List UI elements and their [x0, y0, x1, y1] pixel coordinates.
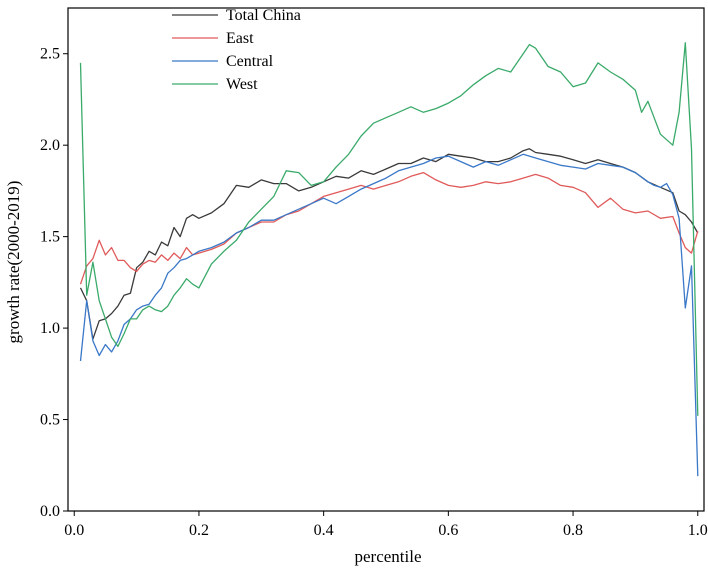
- series-line-west: [79, 42, 699, 416]
- x-axis-title: percentile: [354, 547, 421, 566]
- legend-label-west: West: [226, 76, 258, 93]
- x-tick-label: 0.4: [314, 522, 334, 539]
- x-tick-label: 0.6: [438, 522, 458, 539]
- plot-border: [67, 7, 705, 512]
- series-line-east: [79, 171, 699, 285]
- series-line-total-china: [79, 148, 699, 340]
- x-tick-label: 0.8: [563, 522, 583, 539]
- y-tick-label: 1.0: [40, 320, 60, 337]
- y-tick-label: 2.0: [40, 137, 60, 154]
- x-axis: 0.0 0.2 0.4 0.6 0.8 1.0: [64, 511, 708, 539]
- x-tick-label: 0.0: [64, 522, 84, 539]
- y-tick-label: 0.0: [40, 503, 60, 520]
- legend-label-east: East: [226, 30, 254, 47]
- y-tick-label: 2.5: [40, 46, 60, 63]
- series-line-central: [79, 153, 699, 477]
- y-tick-label: 1.5: [40, 229, 60, 246]
- legend-label-total-china: Total China: [226, 7, 301, 24]
- x-tick-label: 0.2: [189, 522, 209, 539]
- series-layer: [79, 42, 699, 477]
- y-axis: 0.0 0.5 1.0 1.5 2.0 2.5: [40, 46, 68, 520]
- x-tick-label: 1.0: [688, 522, 708, 539]
- plot-frame: [67, 7, 705, 512]
- y-axis-title: growth rate(2000-2019): [4, 181, 23, 344]
- legend-label-central: Central: [226, 53, 274, 70]
- y-tick-label: 0.5: [40, 412, 60, 429]
- legend: Total China East Central West: [172, 7, 301, 93]
